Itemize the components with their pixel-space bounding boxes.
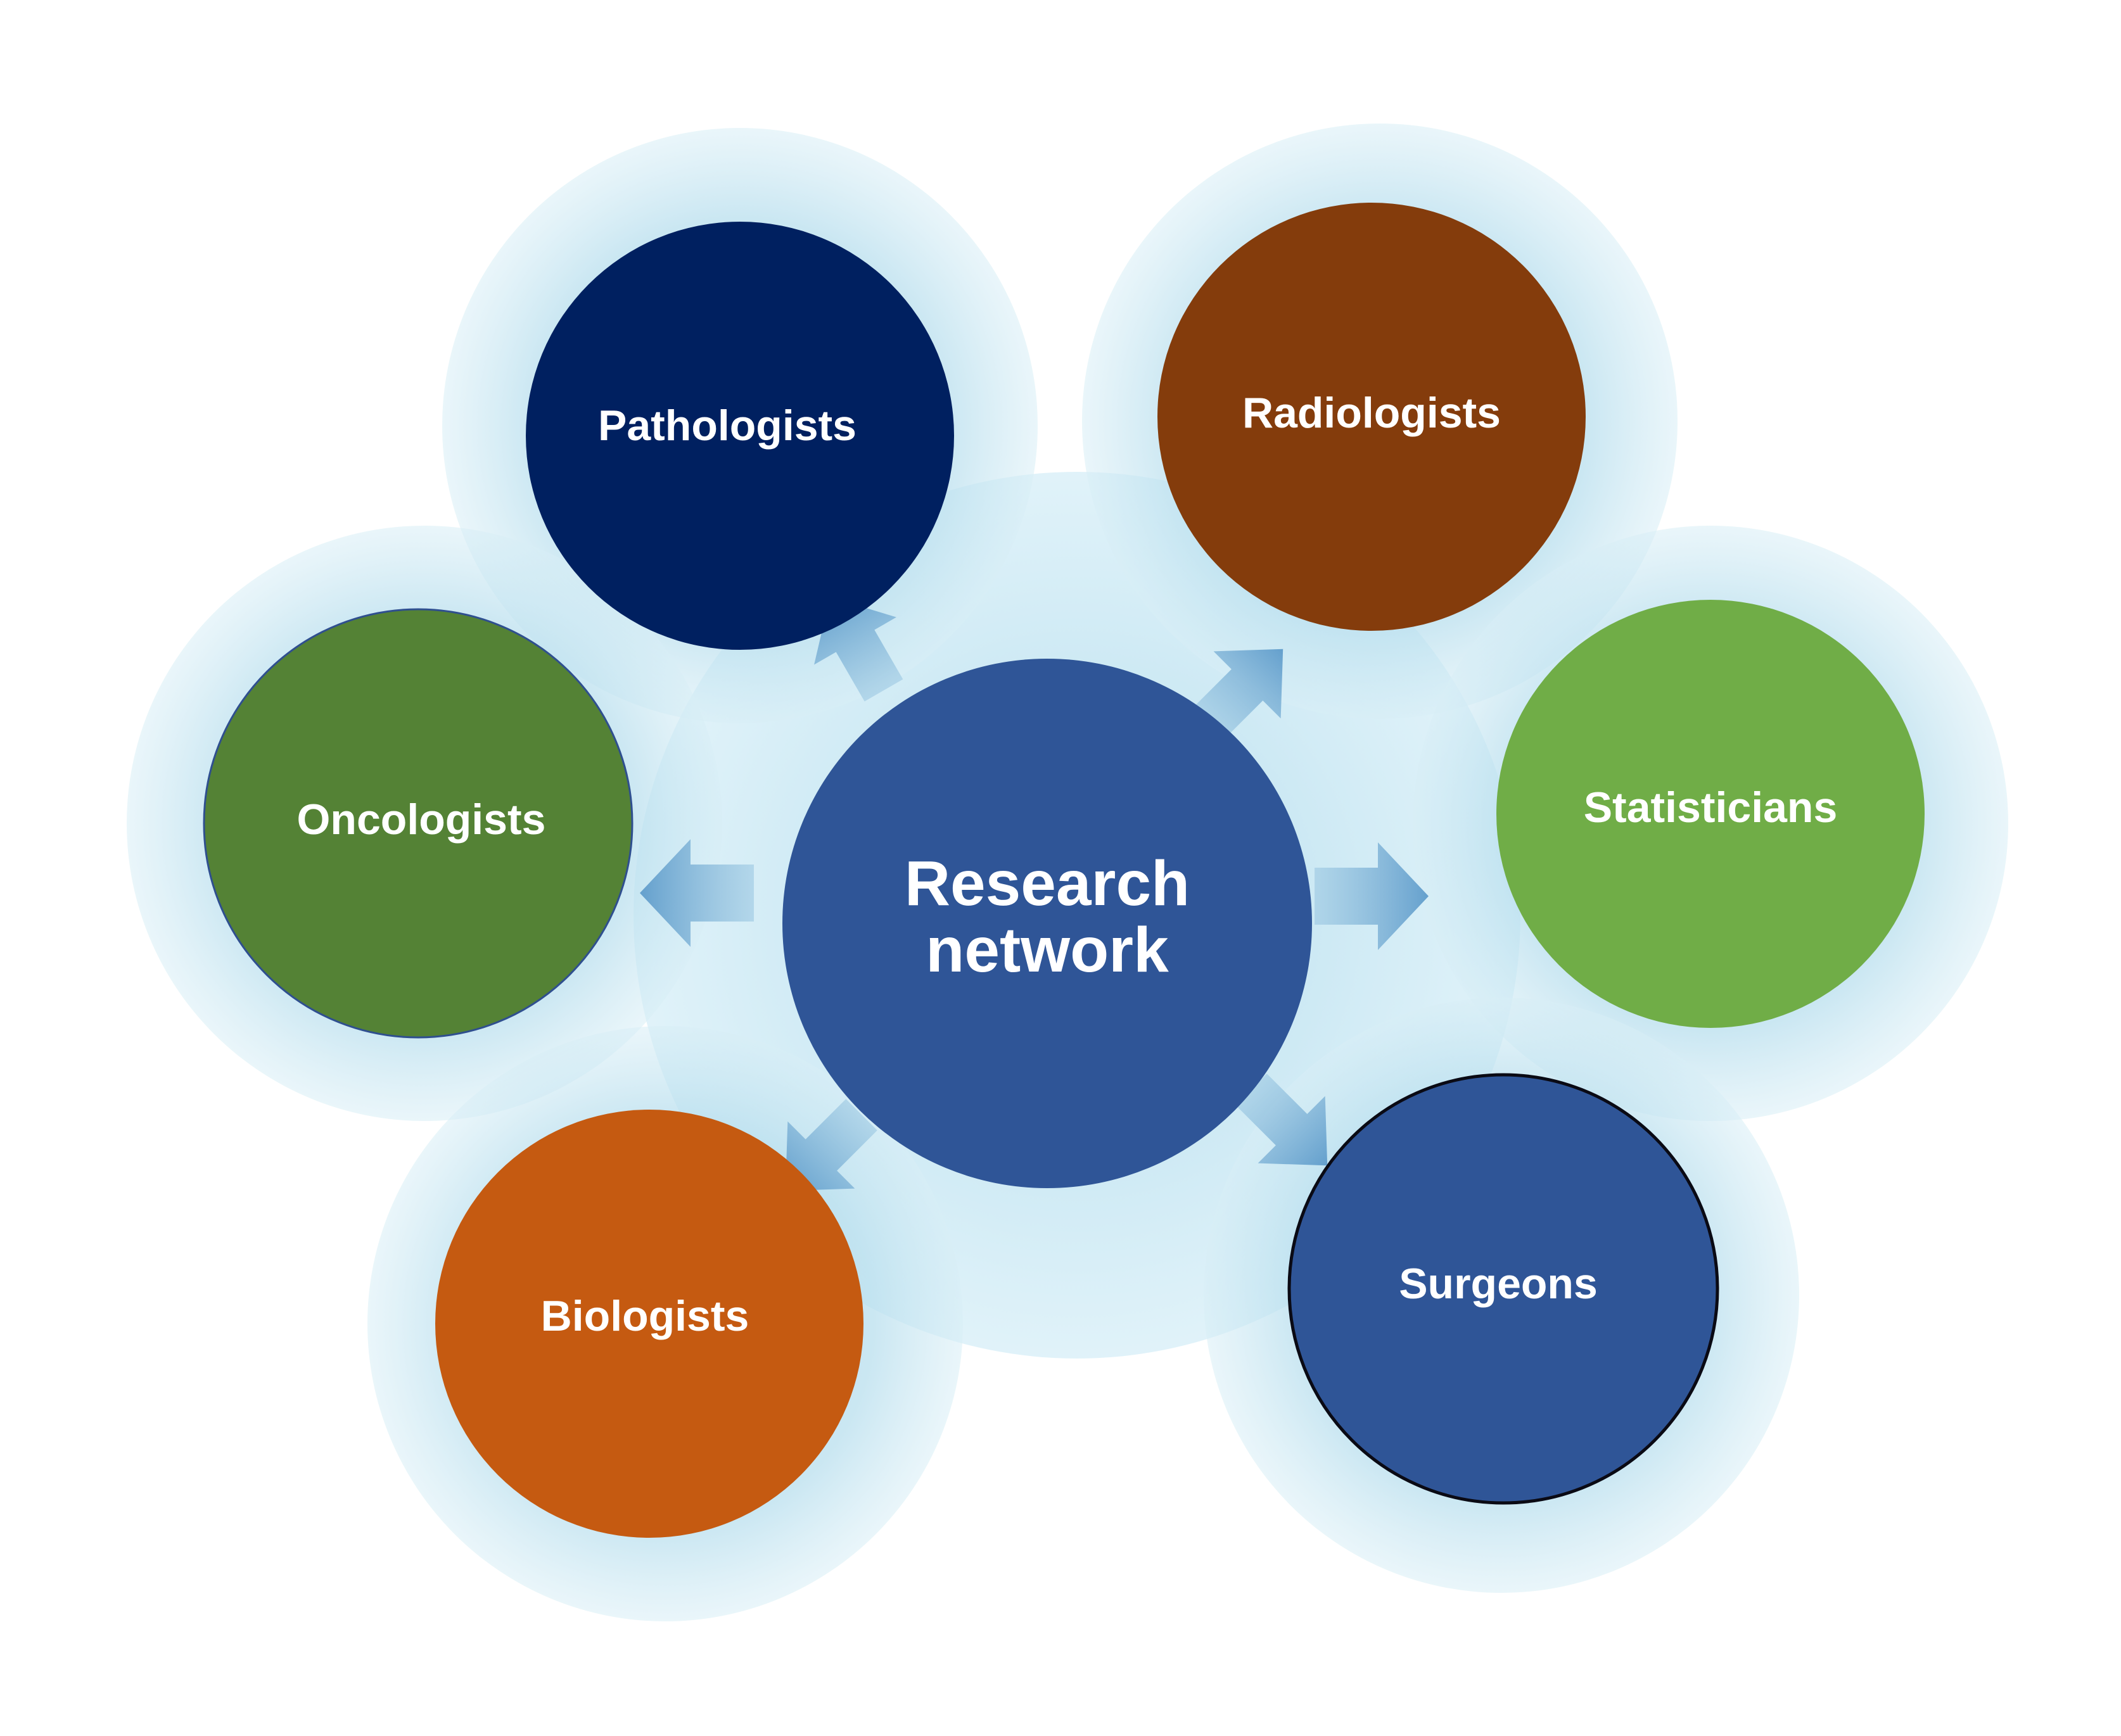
pathologists-label: Pathologists [598, 402, 857, 450]
hub-circle [782, 659, 1312, 1188]
arrow-to-surgeons [1235, 1074, 1328, 1166]
biologists-label: Biologists [541, 1292, 749, 1340]
oncologists-label: Oncologists [297, 795, 546, 844]
surgeons-label: Surgeons [1399, 1260, 1598, 1308]
pathologists-circle [526, 222, 954, 650]
statisticians-label: Statisticians [1584, 783, 1838, 832]
radiologists-label: Radiologists [1242, 389, 1501, 437]
arrow-to-statisticians [1315, 842, 1429, 950]
arrow-to-biologists [785, 1099, 877, 1191]
radiologists-circle [1157, 203, 1586, 631]
arrow-to-oncologists [640, 839, 754, 947]
biologists-circle [435, 1110, 863, 1538]
hub-label-line1: Research [905, 848, 1190, 919]
hub-label-line2: network [926, 915, 1169, 985]
surgeons-circle [1287, 1073, 1719, 1505]
oncologists-circle [203, 608, 634, 1039]
statisticians-circle [1496, 600, 1925, 1028]
